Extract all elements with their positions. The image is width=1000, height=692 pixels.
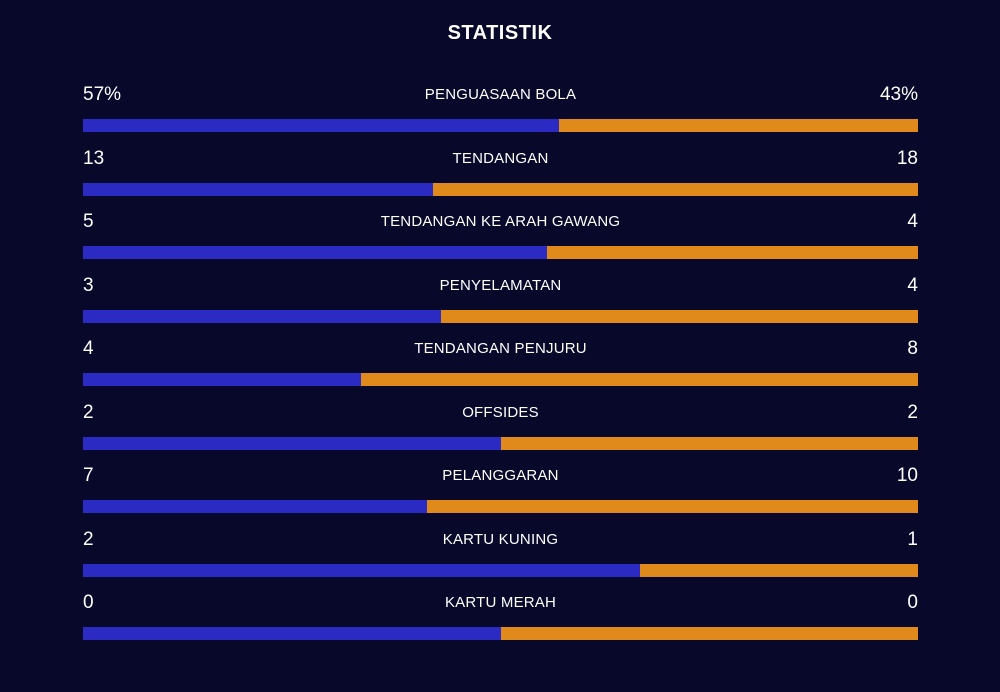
stat-row: 13 TENDANGAN 18 — [83, 147, 918, 197]
away-value: 10 — [896, 465, 918, 486]
comparison-bar — [83, 563, 918, 577]
away-value: 0 — [907, 592, 918, 613]
home-bar-segment — [83, 246, 547, 259]
comparison-bar — [83, 627, 918, 640]
home-value: 3 — [83, 274, 94, 296]
home-bar-segment — [83, 436, 501, 450]
away-value: 4 — [907, 274, 918, 296]
home-bar-segment — [83, 373, 362, 386]
away-bar-segment — [361, 373, 918, 386]
stat-label: TENDANGAN PENJURU — [414, 340, 587, 357]
stat-row: 7 PELANGGARAN 10 — [83, 464, 918, 514]
comparison-bar — [83, 182, 918, 196]
stat-label: TENDANGAN — [452, 149, 549, 167]
home-value: 2 — [83, 528, 94, 550]
stat-row: 4 TENDANGAN PENJURU 8 — [83, 337, 918, 387]
home-value: 13 — [83, 147, 105, 169]
comparison-bar — [83, 246, 918, 259]
stat-row: 0 KARTU MERAH 0 — [83, 591, 918, 641]
away-value: 2 — [907, 401, 918, 423]
away-bar-segment — [440, 309, 918, 323]
home-bar-segment — [83, 309, 441, 323]
stat-label: PENYELAMATAN — [439, 276, 562, 294]
away-bar-segment — [558, 119, 918, 132]
home-bar-segment — [83, 500, 427, 513]
away-bar-segment — [500, 436, 918, 450]
home-value: 0 — [83, 592, 94, 613]
away-bar-segment — [433, 182, 918, 196]
stat-row: 3 PENYELAMATAN 4 — [83, 274, 918, 324]
away-bar-segment — [639, 563, 918, 577]
comparison-bar — [83, 373, 918, 386]
away-bar-segment — [500, 627, 918, 640]
away-bar-segment — [426, 500, 918, 513]
home-value: 57% — [83, 84, 122, 105]
stat-row: 57% PENGUASAAN BOLA 43% — [83, 83, 918, 133]
stat-row: 2 OFFSIDES 2 — [83, 401, 918, 451]
stat-label: PELANGGARAN — [442, 467, 559, 484]
home-bar-segment — [83, 182, 434, 196]
stat-row: 2 KARTU KUNING 1 — [83, 528, 918, 578]
comparison-bar — [83, 309, 918, 323]
away-value: 18 — [896, 147, 918, 169]
stats-title: STATISTIK — [447, 22, 553, 44]
stat-label: TENDANGAN KE ARAH GAWANG — [380, 213, 621, 230]
stat-label: OFFSIDES — [462, 403, 539, 421]
home-bar-segment — [83, 119, 559, 132]
comparison-bar — [83, 500, 918, 513]
home-bar-segment — [83, 563, 640, 577]
comparison-bar — [83, 119, 918, 132]
away-value: 43% — [879, 84, 918, 105]
stat-label: KARTU KUNING — [442, 530, 559, 548]
stat-label: KARTU MERAH — [444, 594, 557, 611]
home-value: 7 — [83, 465, 94, 486]
home-value: 2 — [83, 401, 94, 423]
home-value: 4 — [83, 338, 94, 359]
stat-label: PENGUASAAN BOLA — [424, 86, 577, 103]
away-value: 4 — [907, 211, 918, 232]
home-value: 5 — [83, 211, 94, 232]
away-value: 8 — [907, 338, 918, 359]
stat-row: 5 TENDANGAN KE ARAH GAWANG 4 — [83, 210, 918, 260]
away-bar-segment — [546, 246, 918, 259]
home-bar-segment — [83, 627, 501, 640]
away-value: 1 — [907, 528, 918, 550]
comparison-bar — [83, 436, 918, 450]
